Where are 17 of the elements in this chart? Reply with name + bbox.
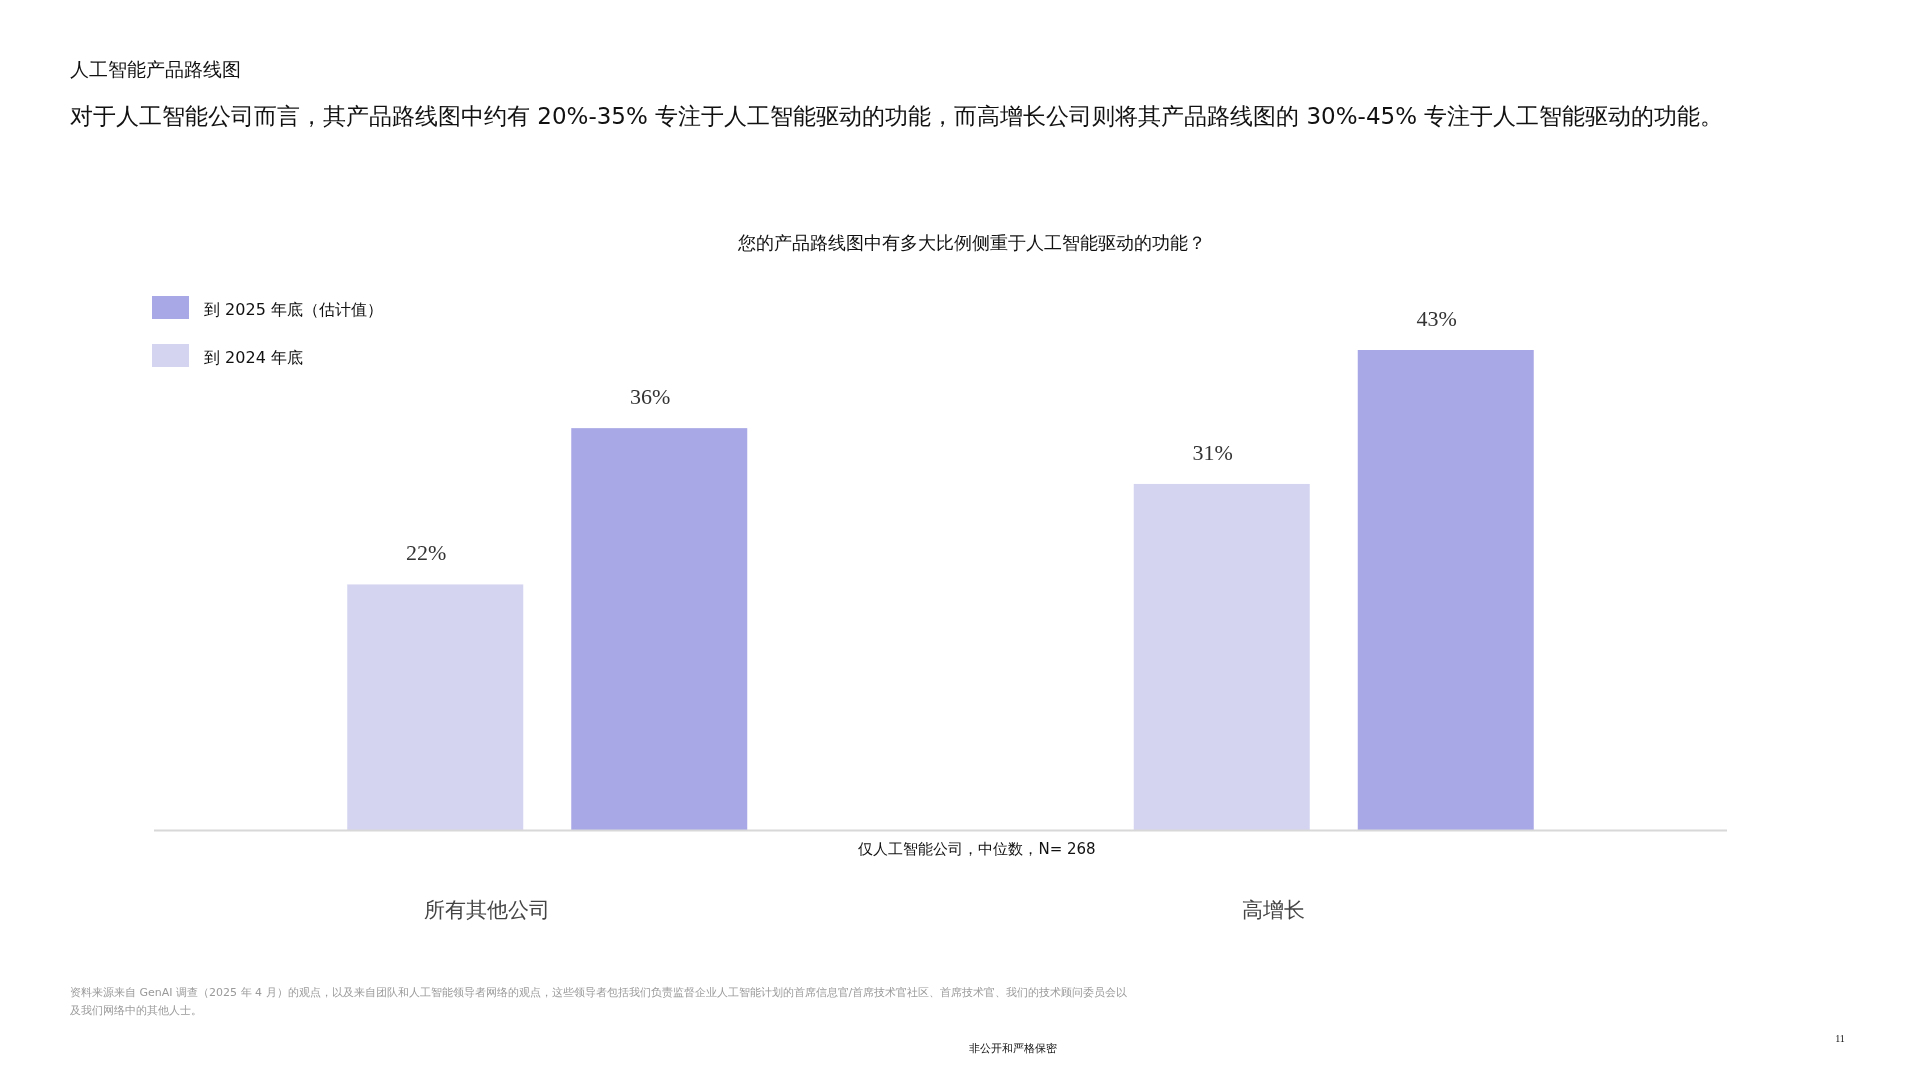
x-tick-label: 所有其他公司: [424, 898, 551, 922]
data-label: 31%: [1192, 439, 1233, 465]
legend-label: 到 2024 年底: [204, 348, 303, 367]
data-label: 22%: [406, 540, 447, 566]
text: 资料来源来自 GenAI 调查（2025 年 4 月）的观点，以及来自团队和人工智能领导者网络的观点，这些领导者包括我们负责监督企业人工智能计划的首席信息官/首席技术官社区、首席技术官、我们的技术顾问委员会以及我们网络中的其他人士。: [70, 985, 1129, 1019]
x-tick-label: 高增长: [1242, 898, 1306, 922]
text: 仅人工智能公司，中位数，N= 268: [858, 840, 1096, 858]
legend-item: 到 2025 年底（估计值）: [152, 296, 383, 319]
data-label: 36%: [630, 384, 671, 410]
text: 11: [1835, 1033, 1845, 1044]
chart-subtitle: 您的产品路线图中有多大比例侧重于人工智能驱动的功能？: [737, 232, 1206, 253]
legend-label: 到 2025 年底（估计值）: [204, 300, 383, 319]
data-label: 43%: [1416, 306, 1457, 331]
legend-item: 到 2024 年底: [152, 344, 303, 367]
text: 人工智能产品路线图: [70, 58, 241, 80]
text: 非公开和严格保密: [969, 1042, 1057, 1055]
chart-title: 对于人工智能公司而言，其产品路线图中约有 20%-35% 专注于人工智能驱动的功能，而高增长公司则将其产品路线图的 30%-45% 专注于人工智能驱动的功能。: [70, 103, 1724, 129]
